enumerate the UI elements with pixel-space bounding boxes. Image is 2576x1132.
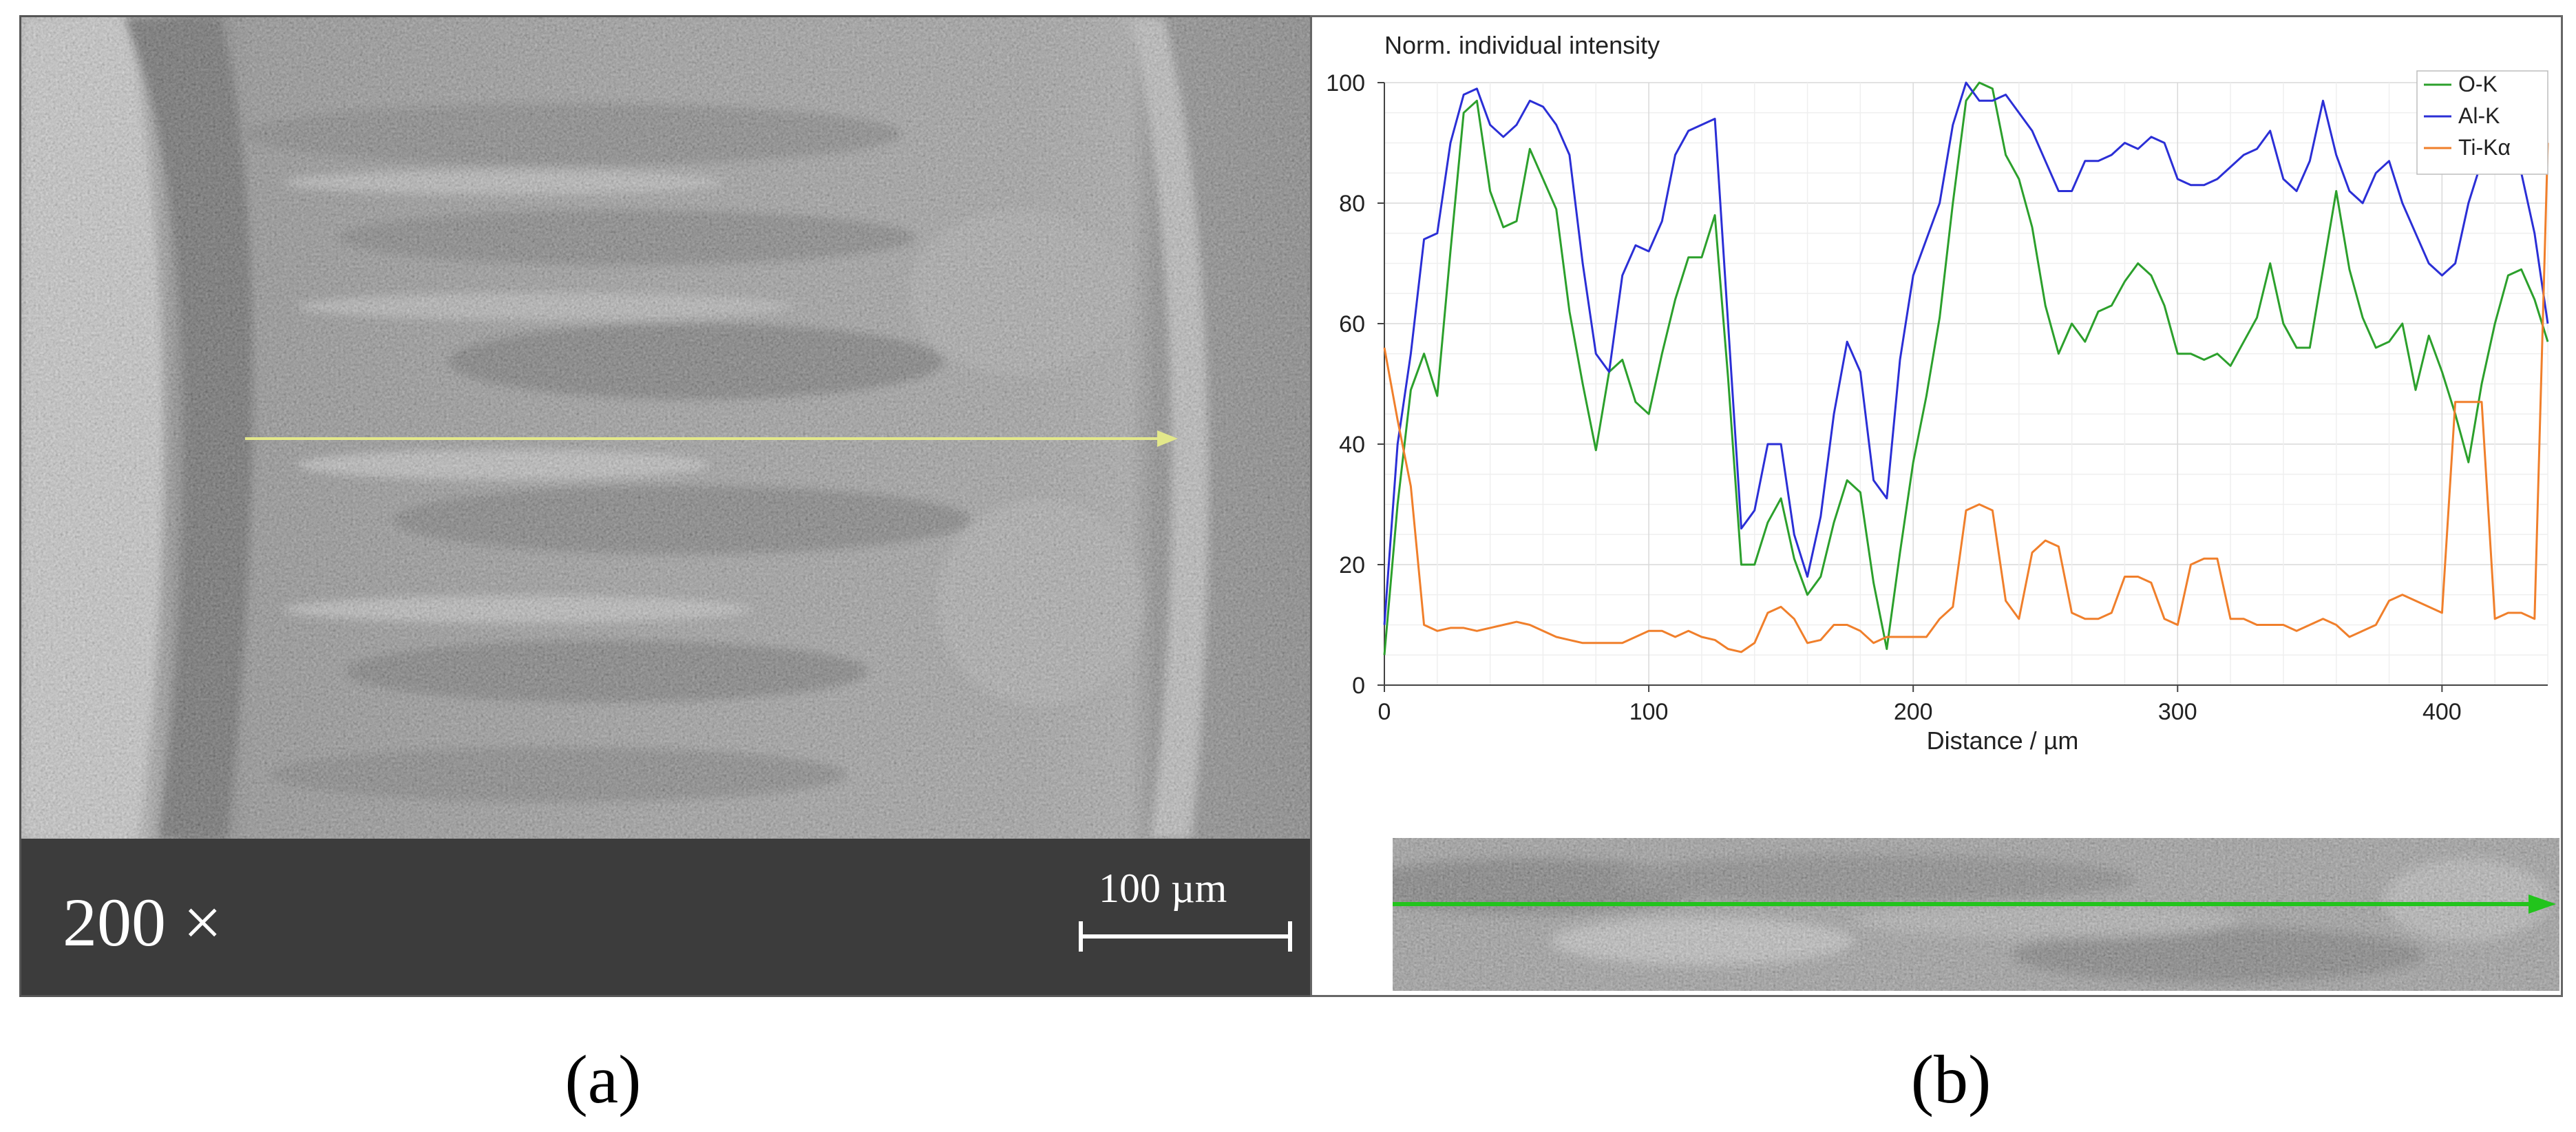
y-tick-label: 60 <box>1339 311 1365 337</box>
legend-box <box>2416 70 2548 175</box>
chart-grid <box>1384 82 2548 686</box>
series-line-al-k <box>1383 81 2549 625</box>
series-line-ti-k- <box>1383 143 2549 653</box>
legend-label: Al-K <box>2458 103 2500 128</box>
x-tick-label: 100 <box>1629 699 1669 725</box>
sem-cross-section-image <box>21 17 1310 839</box>
legend-label: Ti-Kα <box>2458 135 2511 160</box>
panel-label-b: (b) <box>1910 1041 1992 1118</box>
y-tick-label: 40 <box>1339 432 1365 458</box>
x-tick-label: 200 <box>1894 699 1933 725</box>
x-tick-label: 400 <box>2422 699 2462 725</box>
sem-info-bar: 200 × 100 µm <box>21 839 1310 995</box>
chart-title: Norm. individual intensity <box>1384 31 1660 59</box>
linescan-arrowhead-b <box>2529 894 2556 914</box>
x-tick-label: 0 <box>1378 699 1391 725</box>
linescan-arrowhead-a <box>1157 430 1178 447</box>
x-tick-label: 300 <box>2158 699 2197 725</box>
chart-series <box>1383 81 2549 656</box>
chart-axes: 0 20 40 60 80 100 0 100 200 300 400 <box>1326 70 2548 725</box>
scale-bar <box>1079 921 1292 952</box>
series-line-o-k <box>1383 81 2549 656</box>
sem-micrograph-panel: 200 × 100 µm <box>19 15 1312 997</box>
chart-legend: O-K Al-K Ti-Kα <box>2416 70 2548 175</box>
magnification-label: 200 × <box>63 884 222 961</box>
y-tick-label: 20 <box>1339 552 1365 578</box>
scale-bar-label: 100 µm <box>1099 866 1227 911</box>
edx-linescan-chart: 0 20 40 60 80 100 0 100 200 300 400 Norm. individu… <box>1326 31 2549 755</box>
y-tick-label: 100 <box>1326 70 1365 96</box>
panel-label-a: (a) <box>564 1041 642 1118</box>
y-tick-label: 0 <box>1352 673 1365 699</box>
linescan-region-image <box>1393 838 2559 991</box>
legend-label: O-K <box>2458 72 2498 96</box>
edx-linescan-panel: 0 20 40 60 80 100 0 100 200 300 400 Norm. individu… <box>1310 15 2563 997</box>
y-tick-label: 80 <box>1339 191 1365 217</box>
x-axis-label: Distance / µm <box>1927 726 2079 755</box>
